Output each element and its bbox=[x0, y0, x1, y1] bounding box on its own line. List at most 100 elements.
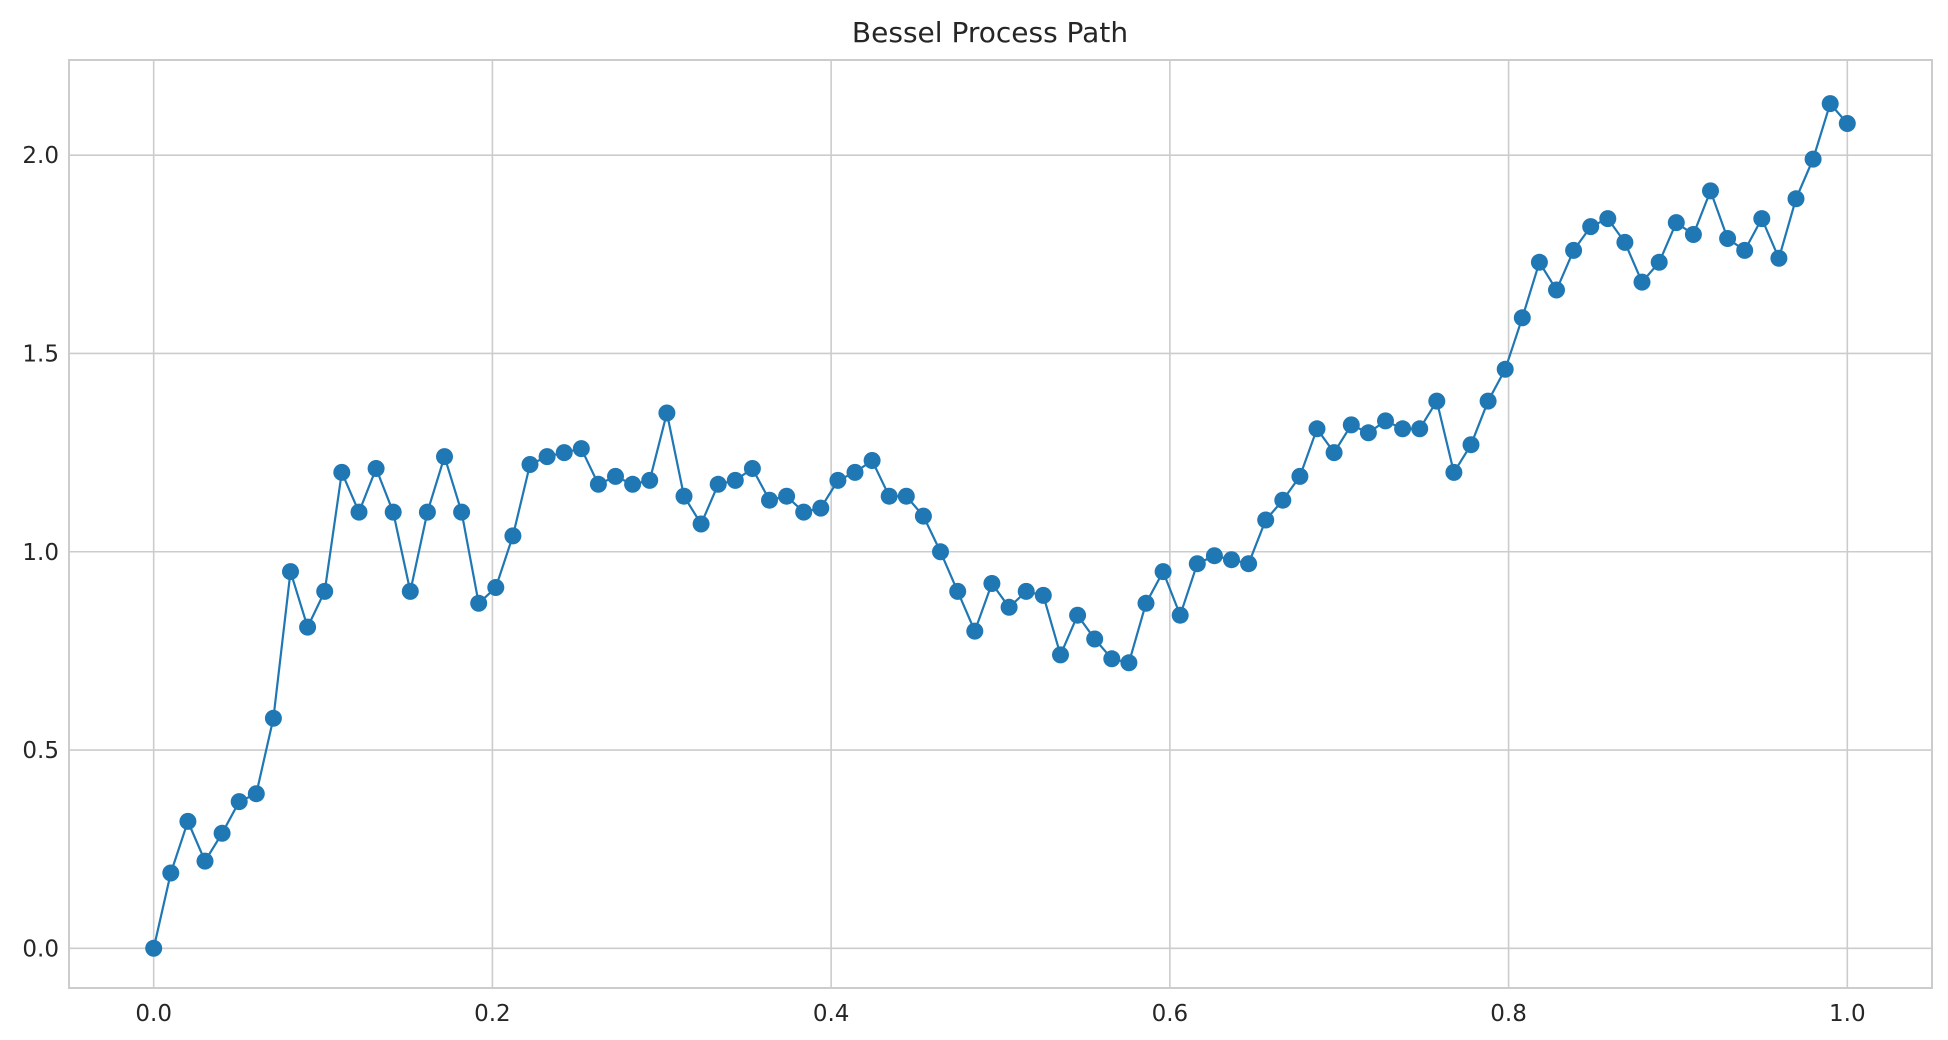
data-point bbox=[1017, 582, 1035, 600]
data-point bbox=[1616, 233, 1634, 251]
x-tick-label: 0.6 bbox=[1152, 1001, 1189, 1027]
data-point bbox=[1770, 249, 1788, 267]
data-point bbox=[1377, 412, 1394, 430]
data-point bbox=[521, 456, 539, 473]
x-axis-ticks: 0.0 0.2 0.4 0.6 0.8 1.0 bbox=[135, 1001, 1865, 1027]
data-point bbox=[1582, 218, 1600, 236]
data-point bbox=[555, 444, 573, 462]
data-point bbox=[1804, 150, 1822, 168]
data-point bbox=[1274, 491, 1292, 509]
data-point bbox=[1223, 551, 1240, 569]
data-point bbox=[1103, 650, 1121, 668]
data-point bbox=[1171, 606, 1189, 624]
data-point bbox=[1034, 586, 1052, 604]
data-point bbox=[743, 460, 761, 477]
data-point bbox=[1069, 606, 1087, 624]
data-point bbox=[1240, 555, 1258, 573]
data-point bbox=[880, 487, 898, 505]
data-point bbox=[1291, 467, 1309, 485]
data-point bbox=[761, 491, 778, 509]
data-point bbox=[1736, 241, 1754, 259]
axes-frame bbox=[68, 59, 1933, 989]
chart-title: Bessel Process Path bbox=[852, 16, 1128, 49]
data-point bbox=[1633, 273, 1651, 291]
data-point bbox=[1530, 253, 1548, 271]
data-point bbox=[726, 471, 744, 489]
data-point bbox=[1838, 115, 1856, 132]
data-point bbox=[196, 852, 214, 870]
data-point bbox=[1120, 654, 1138, 672]
data-point bbox=[1154, 563, 1172, 581]
data-point bbox=[607, 467, 624, 485]
data-point bbox=[1821, 95, 1839, 113]
data-point bbox=[675, 487, 693, 505]
data-point bbox=[897, 487, 915, 505]
data-series bbox=[145, 95, 1856, 957]
x-tick-label: 0.8 bbox=[1490, 1001, 1527, 1027]
y-tick-label: 2.0 bbox=[22, 143, 59, 169]
data-point bbox=[282, 563, 299, 581]
data-point bbox=[213, 824, 231, 842]
data-point bbox=[1205, 547, 1223, 565]
y-tick-label: 1.0 bbox=[22, 540, 59, 566]
data-point bbox=[333, 463, 351, 481]
data-point bbox=[624, 475, 642, 493]
data-point bbox=[504, 527, 522, 545]
data-point bbox=[1479, 392, 1497, 410]
data-point bbox=[1445, 463, 1463, 481]
data-point bbox=[367, 460, 385, 477]
data-point bbox=[1513, 309, 1531, 327]
data-point bbox=[1650, 253, 1668, 271]
data-point bbox=[1308, 420, 1326, 438]
data-point bbox=[418, 503, 436, 521]
data-point bbox=[453, 503, 471, 521]
x-tick-label: 1.0 bbox=[1829, 1001, 1866, 1027]
y-tick-label: 1.5 bbox=[22, 341, 59, 367]
data-point bbox=[1411, 420, 1429, 438]
data-point bbox=[401, 582, 419, 600]
data-point bbox=[795, 503, 813, 521]
data-point bbox=[384, 503, 402, 521]
data-point bbox=[846, 463, 864, 481]
data-point bbox=[692, 515, 710, 533]
data-point bbox=[1684, 226, 1702, 243]
grid-lines bbox=[69, 60, 1932, 988]
data-point bbox=[778, 487, 796, 505]
data-point bbox=[1137, 594, 1155, 612]
data-point bbox=[812, 499, 830, 517]
data-point bbox=[538, 448, 556, 466]
data-point bbox=[1359, 424, 1377, 442]
data-point bbox=[436, 448, 453, 466]
y-tick-label: 0.5 bbox=[22, 738, 59, 764]
data-point bbox=[1428, 392, 1446, 410]
data-point bbox=[1086, 630, 1104, 648]
y-tick-label: 0.0 bbox=[22, 936, 59, 962]
data-point bbox=[470, 594, 488, 612]
data-point bbox=[658, 404, 676, 422]
data-point bbox=[316, 582, 334, 600]
data-point bbox=[1565, 241, 1583, 259]
data-point bbox=[1052, 646, 1069, 664]
data-point bbox=[983, 575, 1001, 592]
data-point bbox=[350, 503, 368, 521]
data-point bbox=[932, 543, 949, 561]
data-point bbox=[1702, 182, 1719, 200]
x-tick-label: 0.4 bbox=[813, 1001, 850, 1027]
data-point bbox=[863, 452, 881, 469]
data-point bbox=[1753, 210, 1771, 228]
data-point bbox=[709, 475, 727, 493]
data-point bbox=[1599, 210, 1617, 228]
data-point bbox=[1257, 511, 1275, 529]
data-point bbox=[1548, 281, 1565, 299]
data-point bbox=[162, 864, 180, 882]
data-point bbox=[589, 475, 607, 493]
data-point bbox=[145, 939, 163, 957]
data-point bbox=[572, 440, 590, 458]
data-point bbox=[1188, 555, 1206, 573]
series-line bbox=[152, 101, 1849, 949]
data-point bbox=[641, 471, 659, 489]
data-point bbox=[966, 622, 984, 640]
data-point bbox=[1342, 416, 1360, 434]
data-point bbox=[914, 507, 932, 525]
